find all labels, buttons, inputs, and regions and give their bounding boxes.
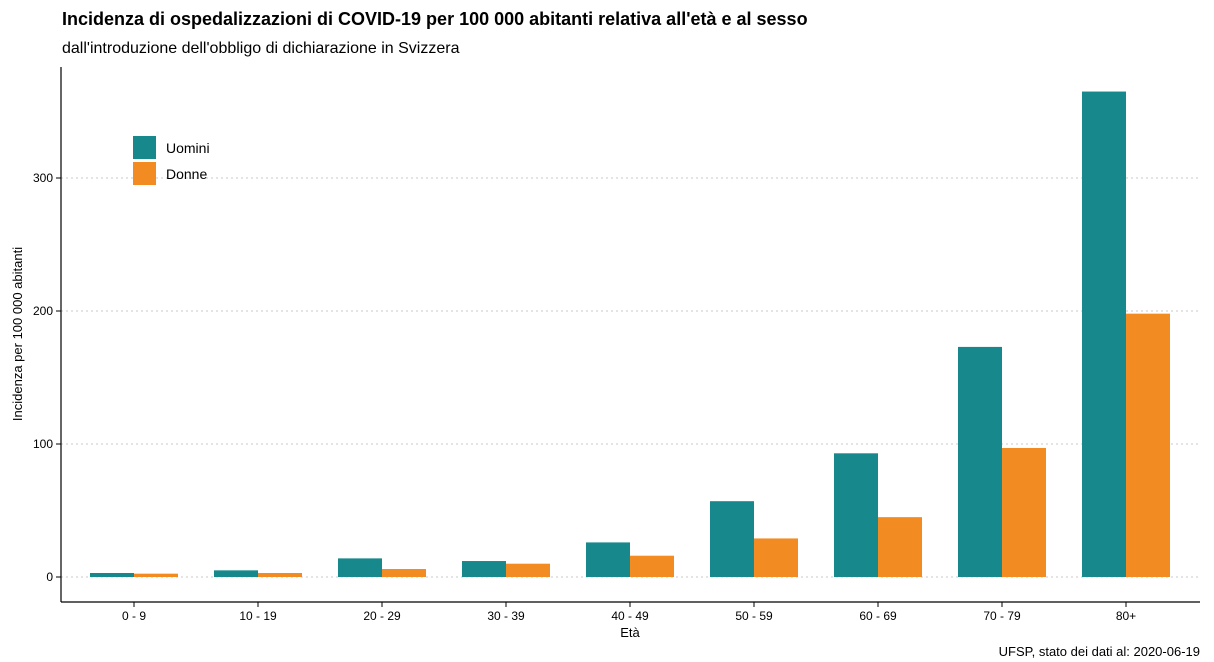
legend-label-donne: Donne (166, 166, 207, 182)
bar-uomini-7 (958, 346, 1002, 577)
chart-subtitle: dall'introduzione dell'obbligo di dichia… (62, 40, 460, 57)
legend: Uomini Donne (133, 136, 210, 185)
x-ticks: 0 - 9 10 - 19 20 - 29 30 - 39 40 - 49 50 - 59… (122, 602, 1136, 623)
x-tick-label: 20 - 29 (363, 609, 401, 623)
bar-uomini-4 (586, 542, 630, 577)
chart-title: Incidenza di ospedalizzazioni di COVID-1… (62, 9, 808, 29)
bar-donne-8 (1126, 313, 1170, 577)
y-ticks: 0 100 200 300 (33, 171, 61, 584)
bar-uomini-2 (338, 558, 382, 577)
x-tick-label: 0 - 9 (122, 609, 146, 623)
bar-donne-7 (1002, 447, 1046, 577)
x-tick-label: 30 - 39 (487, 609, 525, 623)
bar-uomini-8 (1082, 91, 1126, 578)
bar-donne-4 (630, 555, 674, 577)
x-tick-label: 60 - 69 (859, 609, 897, 623)
bar-donne-1 (258, 573, 302, 577)
x-axis-label: Età (620, 625, 640, 640)
bars (90, 91, 1170, 578)
bar-uomini-1 (214, 570, 258, 577)
x-tick-label: 80+ (1116, 609, 1136, 623)
y-tick-label: 200 (33, 304, 53, 318)
x-tick-label: 40 - 49 (611, 609, 649, 623)
legend-swatch-uomini (133, 136, 156, 159)
chart-caption: UFSP, stato dei dati al: 2020-06-19 (998, 644, 1200, 659)
y-tick-label: 100 (33, 437, 53, 451)
y-axis-label: Incidenza per 100 000 abitanti (10, 247, 25, 421)
x-tick-label: 70 - 79 (983, 609, 1021, 623)
x-tick-label: 50 - 59 (735, 609, 773, 623)
bar-uomini-5 (710, 501, 754, 577)
bar-donne-6 (878, 517, 922, 577)
bar-donne-5 (754, 538, 798, 577)
bar-donne-0 (134, 573, 178, 577)
bar-uomini-6 (834, 453, 878, 577)
bar-donne-3 (506, 563, 550, 577)
x-tick-label: 10 - 19 (239, 609, 277, 623)
bar-uomini-0 (90, 573, 134, 577)
y-tick-label: 300 (33, 171, 53, 185)
bar-uomini-3 (462, 561, 506, 577)
y-tick-label: 0 (46, 570, 53, 584)
bar-donne-2 (382, 569, 426, 577)
legend-label-uomini: Uomini (166, 140, 210, 156)
legend-swatch-donne (133, 162, 156, 185)
